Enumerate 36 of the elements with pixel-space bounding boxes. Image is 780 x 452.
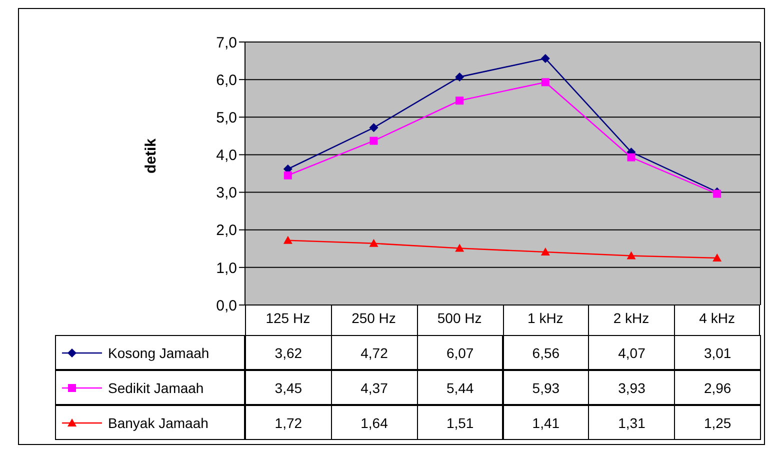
x-tick-label: 1 kHz [528,310,564,326]
data-label: 5,44 [416,370,504,405]
legend-label: Banyak Jamaah [108,414,208,430]
data-label: 1,41 [502,405,590,440]
y-tick-label: 3,0 [216,184,237,202]
y-axis-title: detik [142,138,160,174]
x-tick-label: 4 kHz [699,310,735,326]
data-label: 4,07 [588,335,676,370]
data-label: 4,72 [330,335,418,370]
data-label: 1,64 [330,405,418,440]
data-label: 1,25 [674,405,761,440]
x-tick-label: 125 Hz [266,310,310,326]
legend-label: Sedikit Jamaah [108,380,204,396]
y-tick-label: 0,0 [216,297,237,314]
data-label: 1,72 [245,405,332,440]
data-label: 4,37 [330,370,418,405]
data-label: 5,93 [502,370,590,405]
y-tick-label: 7,0 [216,34,237,52]
data-label: 3,93 [588,370,676,405]
x-tick-label: 2 kHz [613,310,650,326]
data-label: 3,45 [245,370,332,405]
data-label: 3,01 [674,335,761,370]
y-tick-label: 1,0 [216,260,237,277]
y-tick-label: 6,0 [216,72,237,89]
data-label: 2,96 [674,370,761,405]
data-label: 6,07 [416,335,504,370]
y-tick-label: 2,0 [216,222,237,240]
y-tick-label: 5,0 [216,109,237,126]
data-label: 6,56 [502,335,590,370]
y-tick-label: 4,0 [216,147,237,164]
data-label: 1,31 [588,405,676,440]
data-label: 3,62 [245,335,332,370]
data-label: 1,51 [416,405,504,440]
legend-label: Kosong Jamaah [108,344,210,360]
x-tick-label: 500 Hz [437,310,482,326]
x-tick-label: 250 Hz [352,310,396,326]
